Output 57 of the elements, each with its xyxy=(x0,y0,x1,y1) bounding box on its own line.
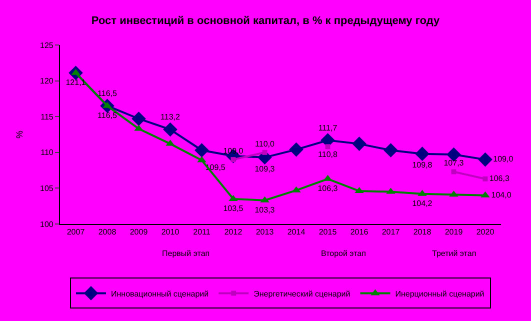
point xyxy=(482,176,488,182)
data-label: 111,7 xyxy=(318,123,338,132)
data-label: 113,2 xyxy=(160,112,181,122)
y-tick-label: 110 xyxy=(40,148,54,158)
data-label: 103,3 xyxy=(254,205,276,214)
point xyxy=(478,152,492,167)
x-tick-label: 2009 xyxy=(130,228,148,237)
data-label: 109,3 xyxy=(254,164,276,174)
point xyxy=(132,112,146,126)
point xyxy=(289,142,304,157)
x-tick-label: 2010 xyxy=(161,228,180,237)
y-tick-label: 105 xyxy=(40,184,54,193)
data-label: 110,0 xyxy=(255,139,276,148)
x-tick-label: 2012 xyxy=(224,228,243,237)
point xyxy=(230,157,236,162)
data-label: 104,2 xyxy=(412,198,433,208)
data-label: 107,3 xyxy=(444,158,464,168)
data-label: 103,5 xyxy=(223,204,244,213)
legend-label: Инновационный сценарий xyxy=(111,289,209,298)
chart-title: Рост инвестиций в основной капитал, в % к предыдущему году xyxy=(91,14,440,27)
data-label: 109,8 xyxy=(412,160,433,170)
x-tick-label: 2017 xyxy=(382,228,400,237)
legend-label: Энергетический сценарий xyxy=(254,289,350,298)
x-tick-label: 2015 xyxy=(318,228,338,237)
x-tick-label: 2018 xyxy=(413,228,432,237)
x-tick-label: 2016 xyxy=(350,228,369,237)
point xyxy=(352,136,366,151)
text: Третий этап xyxy=(432,249,476,258)
point xyxy=(262,150,268,155)
y-tick-label: 125 xyxy=(40,40,54,50)
point xyxy=(194,143,209,158)
y-tick-label: 115 xyxy=(40,112,54,122)
x-tick-label: 2014 xyxy=(287,228,306,237)
y-tick-label: 120 xyxy=(40,76,54,86)
x-tick-label: 2020 xyxy=(476,228,495,237)
y-axis-title: % xyxy=(14,130,24,139)
x-tick-label: 2011 xyxy=(193,228,211,237)
point xyxy=(384,143,398,158)
data-label: 116,5 xyxy=(98,110,118,120)
point xyxy=(163,122,178,137)
point xyxy=(415,146,430,161)
data-label: 121,1 xyxy=(66,78,86,87)
data-label: 104,0 xyxy=(491,190,512,200)
data-label: 116,5 xyxy=(98,88,118,98)
x-tick-label: 2013 xyxy=(256,228,274,237)
legend-label: Инерционный сценарий xyxy=(395,289,484,298)
x-tick-label: 2007 xyxy=(66,228,86,237)
data-label: 109,0 xyxy=(493,154,514,164)
x-tick-label: 2008 xyxy=(98,228,117,237)
data-label: 106,3 xyxy=(489,174,510,183)
y-tick-label: 100 xyxy=(40,220,54,229)
data-label: 110,8 xyxy=(318,150,338,159)
x-tick-label: 2019 xyxy=(444,228,464,237)
data-label: 106,3 xyxy=(318,184,338,193)
text: Второй этап xyxy=(321,249,366,258)
point xyxy=(451,169,456,174)
text: Первый этап xyxy=(162,249,210,258)
